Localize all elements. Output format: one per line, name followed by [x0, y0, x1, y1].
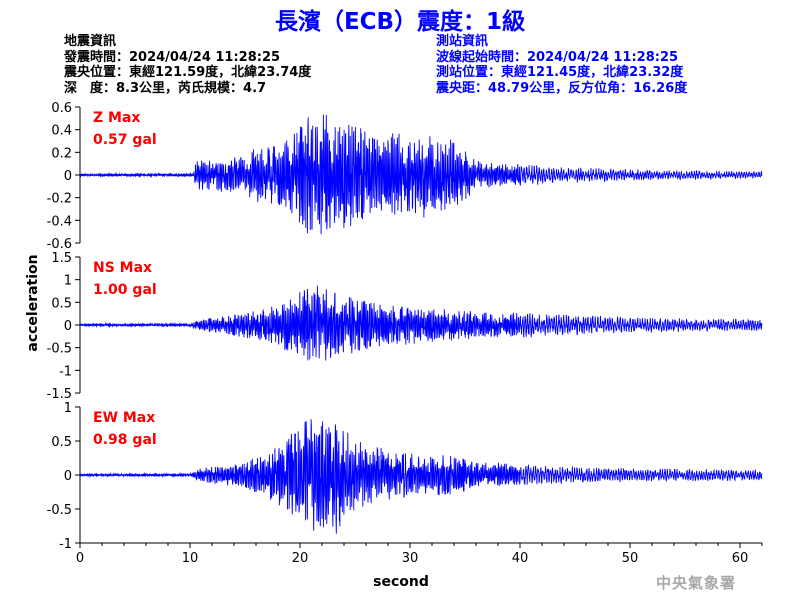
epicentral-distance: 震央距：48.79公里，反方位角：16.26度 — [436, 80, 688, 96]
y-tick-label: 0.6 — [51, 101, 72, 116]
earthquake-info: 地震資訊 發震時間：2024/04/24 11:28:25 震央位置：東經121… — [64, 34, 311, 96]
y-tick-label: -1 — [59, 537, 72, 552]
chart-title: 長濱（ECB）震度：1級 — [274, 9, 526, 35]
x-tick-label: 10 — [182, 551, 199, 566]
waveform-trace-ns — [79, 285, 763, 361]
y-tick-label: 0 — [64, 169, 72, 184]
waveform-trace-z — [79, 114, 763, 235]
earthquake-info-heading: 地震資訊 — [64, 34, 117, 49]
wave-start-time: 波線起始時間：2024/04/24 11:28:25 — [436, 49, 679, 65]
origin-time: 發震時間：2024/04/24 11:28:25 — [64, 49, 281, 65]
y-tick-label: 0.5 — [51, 435, 72, 450]
x-tick-label: 20 — [292, 551, 309, 566]
epicenter-location: 震央位置：東經121.59度，北緯23.74度 — [64, 65, 312, 80]
y-tick-label: -0.5 — [47, 342, 72, 357]
station-location: 測站位置：東經121.45度，北緯23.32度 — [436, 65, 684, 80]
station-info-heading: 測站資訊 — [436, 34, 489, 49]
y-tick-label: -0.5 — [47, 503, 72, 518]
x-axis-title: second — [373, 574, 429, 590]
y-tick-label: 1.5 — [51, 251, 72, 266]
y-axis-title: acceleration — [25, 254, 41, 351]
depth-magnitude: 深 度：8.3公里，芮氏規模：4.7 — [64, 80, 267, 96]
x-tick-label: 30 — [402, 551, 419, 566]
y-tick-label: -1.5 — [47, 387, 72, 402]
waveform-trace-ew — [79, 419, 763, 534]
max-value-ns: 1.00 gal — [93, 282, 157, 298]
y-tick-label: 0.5 — [51, 296, 72, 311]
station-info: 測站資訊 波線起始時間：2024/04/24 11:28:25 測站位置：東經1… — [436, 34, 687, 96]
max-label-ew: EW Max — [93, 410, 155, 426]
y-tick-label: -0.4 — [47, 214, 72, 229]
y-tick-label: 1 — [64, 401, 72, 416]
max-label-z: Z Max — [93, 110, 140, 126]
y-tick-label: 0 — [64, 469, 72, 484]
x-tick-label: 60 — [732, 551, 749, 566]
y-tick-label: -0.2 — [47, 192, 72, 207]
x-tick-label: 40 — [512, 551, 529, 566]
max-value-z: 0.57 gal — [93, 132, 157, 148]
y-tick-label: -0.6 — [47, 237, 72, 252]
x-tick-label: 50 — [622, 551, 639, 566]
y-tick-label: 0 — [64, 319, 72, 334]
y-tick-label: 1 — [64, 274, 72, 289]
y-tick-label: -1 — [59, 364, 72, 379]
y-tick-label: 0.2 — [51, 146, 72, 161]
max-label-ns: NS Max — [93, 260, 152, 276]
max-value-ew: 0.98 gal — [93, 432, 157, 448]
x-tick-label: 0 — [76, 551, 84, 566]
watermark: 中央氣象署 — [656, 574, 737, 592]
y-tick-label: 0.4 — [51, 124, 72, 139]
